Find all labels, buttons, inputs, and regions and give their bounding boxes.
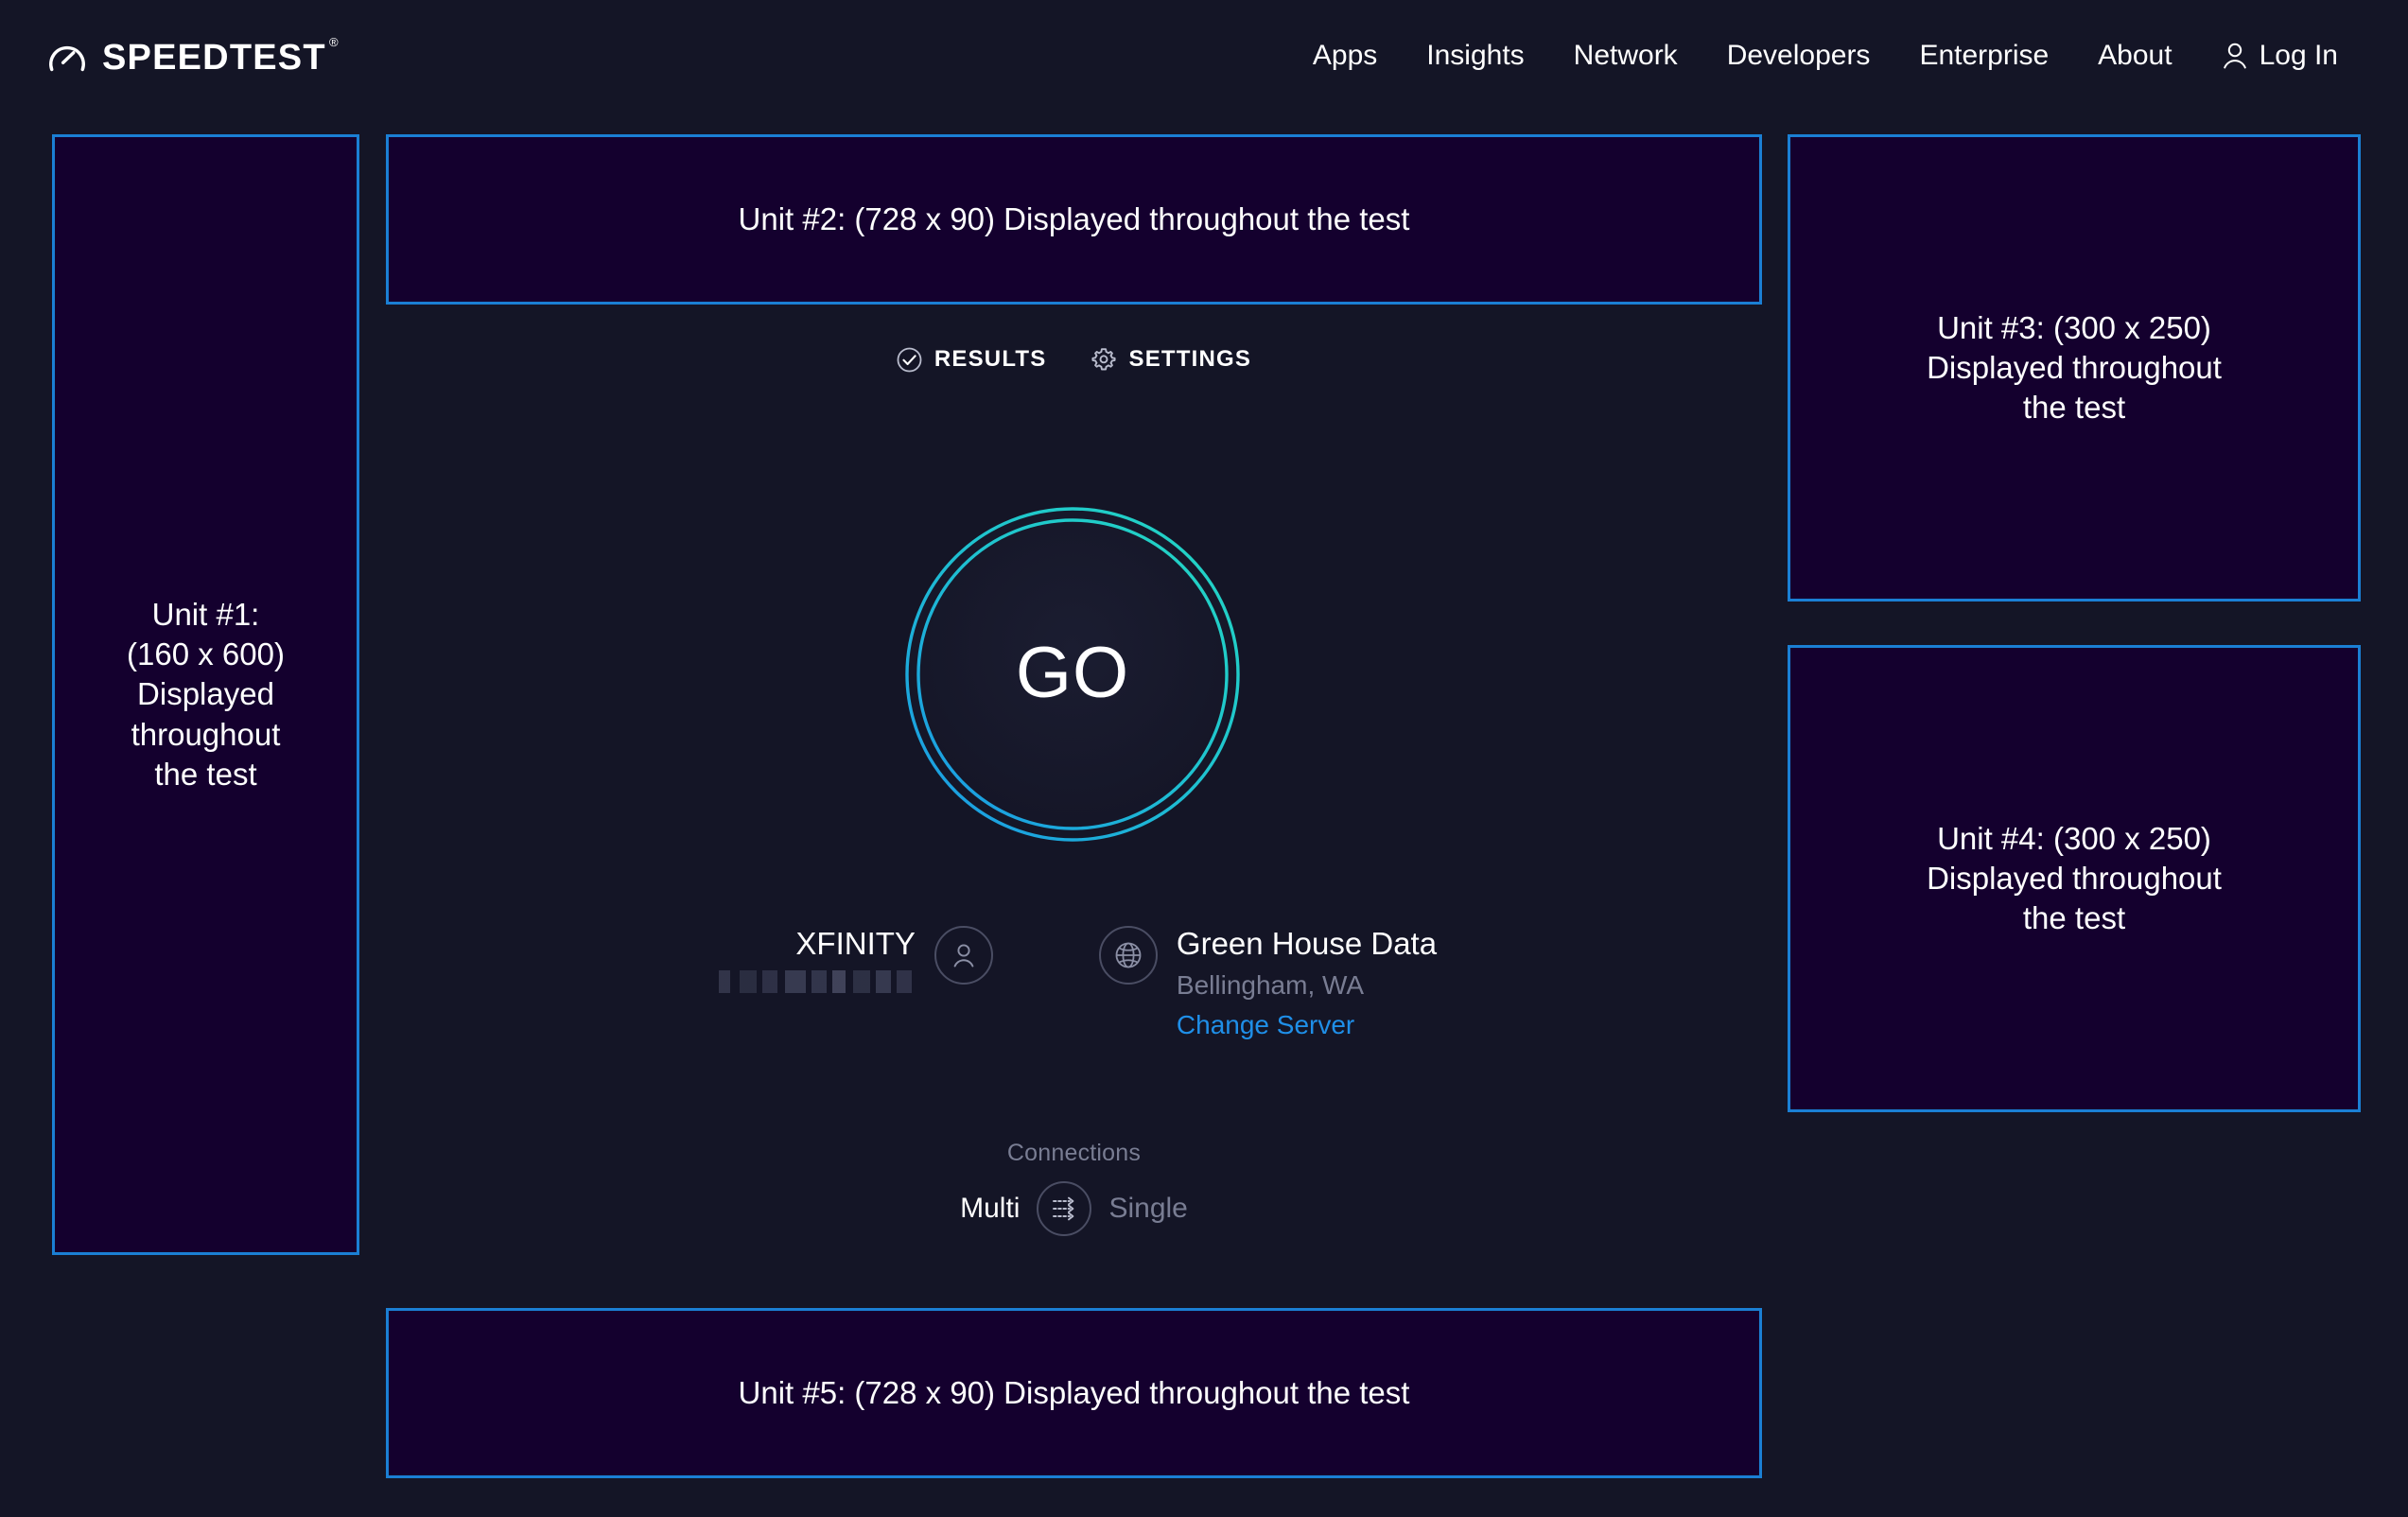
user-icon [2223, 43, 2246, 69]
site-header: SPEEDTEST ® Apps Insights Network Develo… [0, 0, 2408, 129]
ad-unit-5[interactable]: Unit #5: (728 x 90) Displayed throughout… [386, 1308, 1762, 1478]
change-server-link[interactable]: Change Server [1176, 1009, 1355, 1039]
server-name[interactable]: Green House Data [1176, 926, 1438, 961]
brand-text: SPEEDTEST [102, 38, 326, 78]
results-button[interactable]: RESULTS [897, 346, 1047, 373]
connections-single-option[interactable]: Single [1108, 1193, 1188, 1224]
globe-icon [1115, 942, 1142, 968]
ad-unit-1[interactable]: Unit #1: (160 x 600) Displayed throughou… [52, 134, 359, 1255]
nav-item-network[interactable]: Network [1573, 40, 1678, 71]
globe-circle-icon[interactable] [1098, 926, 1158, 985]
login-label: Log In [2259, 40, 2338, 71]
nav-item-apps[interactable]: Apps [1312, 40, 1378, 71]
settings-button[interactable]: SETTINGS [1091, 346, 1252, 373]
user-circle-icon[interactable] [934, 926, 993, 985]
ad-unit-4[interactable]: Unit #4: (300 x 250) Displayed throughou… [1788, 645, 2361, 1112]
check-circle-icon [897, 347, 922, 372]
ad-unit-3[interactable]: Unit #3: (300 x 250) Displayed throughou… [1788, 134, 2361, 602]
go-label: GO [1015, 632, 1130, 713]
go-button-rings [905, 507, 1240, 842]
connections-multi-option[interactable]: Multi [960, 1193, 1021, 1224]
speedtest-logo[interactable]: SPEEDTEST ® [45, 36, 339, 79]
isp-text: XFINITY [710, 926, 916, 993]
nav-item-about[interactable]: About [2098, 40, 2172, 71]
nav-item-insights[interactable]: Insights [1426, 40, 1525, 71]
isp-block[interactable]: XFINITY [710, 922, 993, 993]
isp-name: XFINITY [795, 926, 916, 961]
gear-icon [1091, 348, 1116, 371]
test-toolbar: RESULTS SETTINGS [386, 346, 1762, 373]
speedometer-icon [49, 45, 85, 72]
trademark-symbol: ® [328, 35, 340, 49]
connections-toggle-knob[interactable] [1037, 1181, 1092, 1236]
multi-arrows-icon [1053, 1196, 1074, 1221]
server-text: Green House Data Bellingham, WA Change S… [1177, 926, 1437, 1040]
connection-info: XFINITY [386, 922, 1762, 1055]
settings-label: SETTINGS [1128, 346, 1252, 372]
server-block: Green House Data Bellingham, WA Change S… [1098, 922, 1437, 1040]
nav-item-enterprise[interactable]: Enterprise [1919, 40, 2050, 71]
ad-unit-2[interactable]: Unit #2: (728 x 90) Displayed throughout… [386, 134, 1762, 305]
connections-title: Connections [1006, 1140, 1142, 1166]
results-label: RESULTS [934, 346, 1047, 372]
user-icon [953, 944, 974, 968]
server-location: Bellingham, WA [1176, 969, 1365, 1000]
go-button[interactable]: GO [892, 494, 1253, 855]
login-button[interactable]: Log In [2197, 34, 2363, 78]
brand-wordmark: SPEEDTEST ® [102, 36, 339, 78]
main-navigation: Apps Insights Network Developers Enterpr… [1288, 34, 2363, 78]
nav-item-developers[interactable]: Developers [1726, 40, 1871, 71]
connections-section: Connections Multi Single [386, 1140, 1762, 1236]
isp-ip-redacted [710, 969, 916, 993]
connections-toggle: Multi Single [960, 1181, 1188, 1236]
